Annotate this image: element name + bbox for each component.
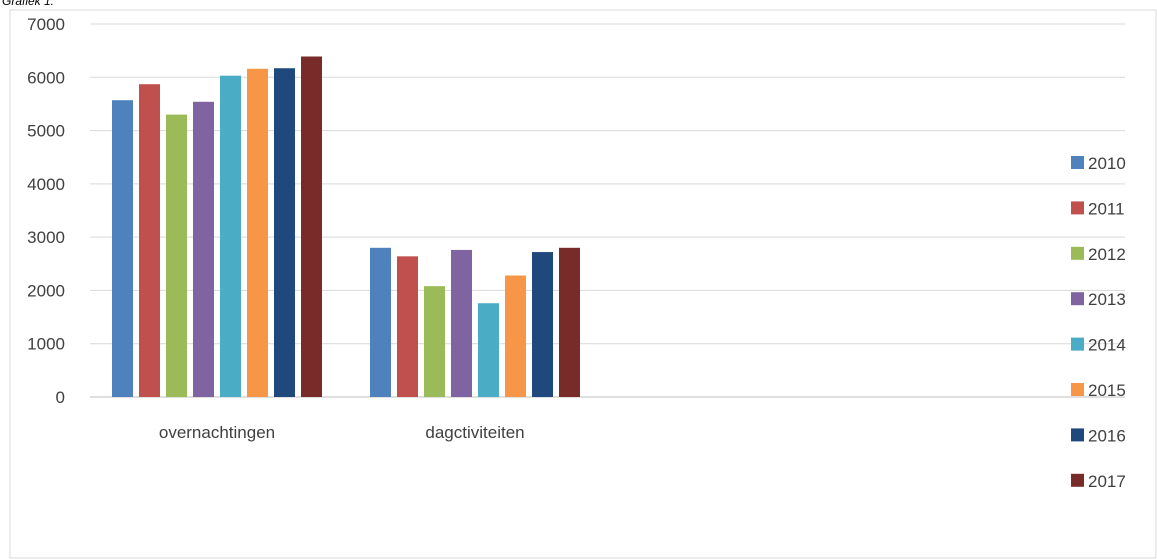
bar-2013-overnachtingen — [193, 101, 214, 397]
bar-2013-dagctiviteiten — [451, 249, 472, 397]
legend-swatch — [1071, 337, 1084, 351]
chart-caption: Grafiek 1. — [2, 0, 55, 8]
legend-swatch — [1071, 246, 1084, 260]
legend: 2010 2011 2012 2013 2014 2015 2016 2017 — [1071, 154, 1126, 491]
legend-label: 2010 — [1088, 154, 1126, 173]
legend-label: 2011 — [1088, 199, 1125, 218]
bar-2016-overnachtingen — [274, 68, 295, 397]
y-axis: 0 1000 2000 3000 4000 5000 6000 7000 — [27, 15, 65, 407]
x-axis: overnachtingen dagctiviteiten — [159, 423, 525, 442]
legend-label: 2014 — [1088, 336, 1126, 355]
y-tick-label: 6000 — [27, 68, 65, 87]
bar-2012-dagctiviteiten — [424, 286, 445, 397]
x-category-label: dagctiviteiten — [425, 423, 524, 442]
bar-2011-overnachtingen — [139, 84, 160, 397]
legend-swatch — [1071, 156, 1084, 169]
legend-swatch — [1071, 201, 1084, 215]
bar-2015-dagctiviteiten — [505, 275, 526, 397]
legend-swatch — [1071, 383, 1084, 396]
y-tick-label: 1000 — [27, 335, 65, 354]
bar-2014-dagctiviteiten — [478, 303, 499, 397]
legend-label: 2017 — [1088, 472, 1126, 491]
y-tick-label: 4000 — [27, 175, 65, 194]
bar-2010-dagctiviteiten — [370, 247, 391, 397]
legend-swatch — [1071, 428, 1084, 442]
bar-2011-dagctiviteiten — [397, 256, 418, 397]
legend-label: 2013 — [1088, 290, 1126, 309]
bar-2017-dagctiviteiten — [559, 247, 580, 397]
chart-border — [9, 9, 1157, 559]
legend-label: 2012 — [1088, 245, 1126, 264]
bar-2017-overnachtingen — [301, 56, 322, 398]
bar-2012-overnachtingen — [166, 114, 187, 397]
bar-2015-overnachtingen — [247, 68, 268, 397]
y-tick-label: 5000 — [27, 122, 65, 141]
legend-swatch — [1071, 473, 1084, 487]
legend-swatch — [1071, 292, 1084, 306]
legend-label: 2016 — [1088, 426, 1126, 445]
bar-2010-overnachtingen — [112, 100, 133, 397]
gridlines — [90, 23, 1125, 398]
y-tick-label: 2000 — [27, 281, 65, 300]
y-tick-label: 3000 — [27, 228, 65, 247]
bar-2014-overnachtingen — [220, 75, 241, 398]
y-tick-label: 7000 — [27, 15, 65, 34]
x-category-label: overnachtingen — [159, 423, 275, 442]
bar-2016-dagctiviteiten — [532, 252, 553, 397]
bars — [112, 56, 580, 398]
y-tick-label: 0 — [56, 388, 65, 407]
legend-label: 2015 — [1088, 381, 1126, 400]
